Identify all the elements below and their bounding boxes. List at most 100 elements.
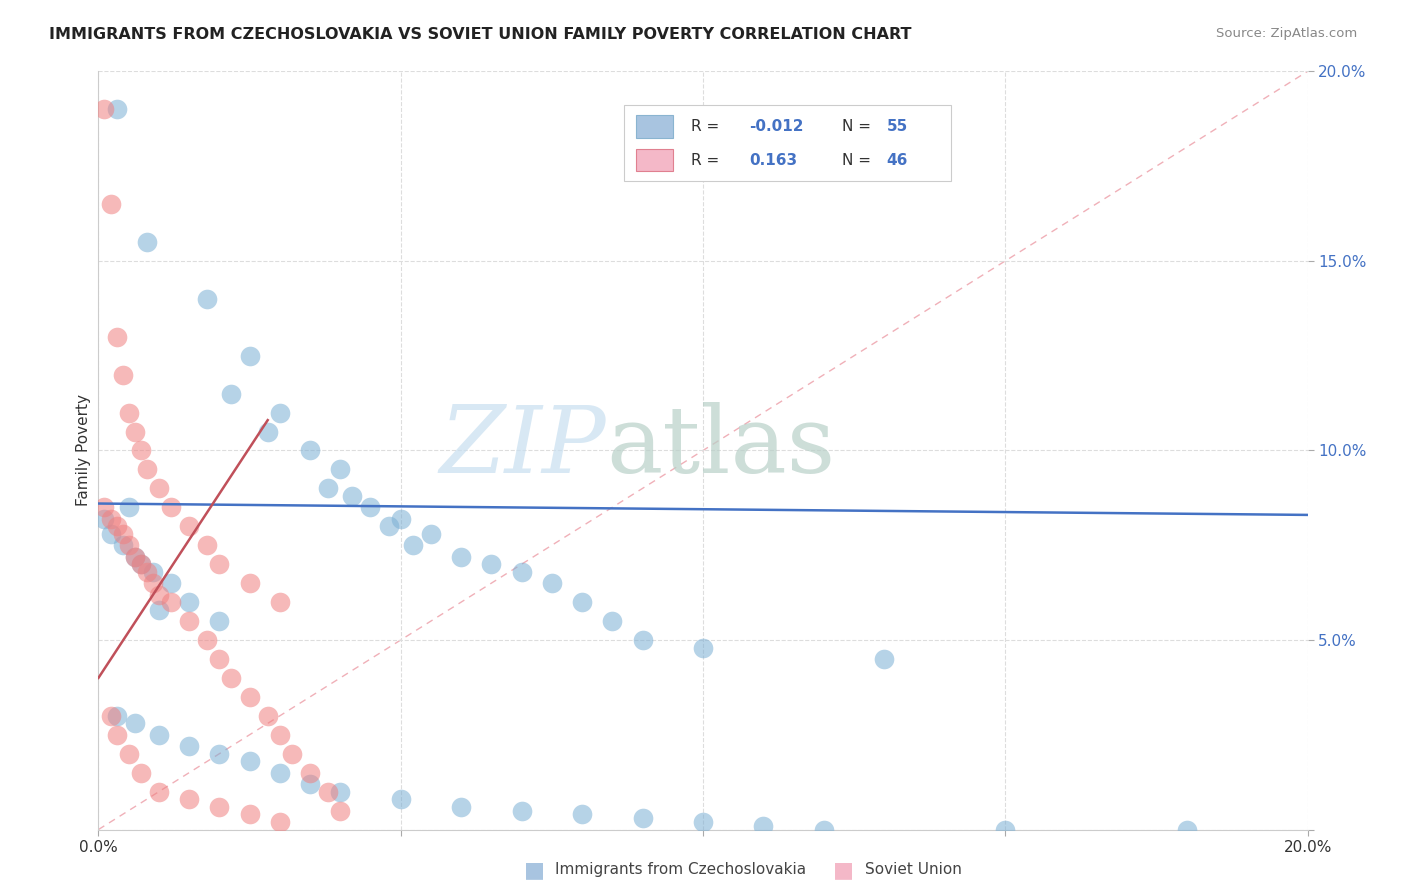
Point <box>450 800 472 814</box>
Text: N =: N = <box>842 153 876 168</box>
Point <box>239 690 262 704</box>
Point <box>342 489 364 503</box>
Text: 46: 46 <box>887 153 908 168</box>
Point <box>316 785 339 799</box>
Point <box>540 576 562 591</box>
Point <box>510 565 533 579</box>
Point <box>239 349 262 363</box>
Point <box>111 368 134 382</box>
Bar <box>637 149 672 171</box>
Point <box>299 765 322 780</box>
Point <box>124 549 146 564</box>
Point <box>692 640 714 655</box>
Point <box>105 708 128 723</box>
Point <box>93 103 115 117</box>
Point <box>873 652 896 666</box>
Point <box>124 716 146 731</box>
Text: 0.163: 0.163 <box>749 153 797 168</box>
Point <box>571 595 593 609</box>
Point <box>105 519 128 533</box>
Point <box>93 512 115 526</box>
Bar <box>637 115 672 138</box>
Point <box>148 603 170 617</box>
Point <box>179 739 201 753</box>
Point <box>148 482 170 496</box>
Point <box>692 815 714 830</box>
Point <box>602 614 624 628</box>
Point <box>100 512 122 526</box>
Point <box>179 792 201 806</box>
Point <box>195 292 218 306</box>
Point <box>420 526 443 541</box>
Point <box>221 671 243 685</box>
Point <box>129 557 152 572</box>
Point <box>111 538 134 552</box>
Point <box>129 443 152 458</box>
Point <box>124 425 146 439</box>
Point <box>148 728 170 742</box>
Text: IMMIGRANTS FROM CZECHOSLOVAKIA VS SOVIET UNION FAMILY POVERTY CORRELATION CHART: IMMIGRANTS FROM CZECHOSLOVAKIA VS SOVIET… <box>49 27 911 42</box>
Point <box>450 549 472 564</box>
Point <box>179 595 201 609</box>
Point <box>105 330 128 344</box>
Point <box>135 462 157 476</box>
Point <box>329 804 352 818</box>
FancyBboxPatch shape <box>624 105 950 181</box>
Point <box>239 576 262 591</box>
Point <box>118 538 141 552</box>
Point <box>148 588 170 602</box>
Point <box>481 557 503 572</box>
Point <box>994 822 1017 837</box>
Point <box>256 425 278 439</box>
Point <box>129 557 152 572</box>
Point <box>208 614 231 628</box>
Point <box>148 785 170 799</box>
Point <box>93 500 115 515</box>
Point <box>510 804 533 818</box>
Point <box>124 549 146 564</box>
Point <box>160 576 183 591</box>
Point <box>195 538 218 552</box>
Point <box>269 765 291 780</box>
Point <box>389 512 412 526</box>
Point <box>179 614 201 628</box>
Point <box>100 708 122 723</box>
Point <box>281 747 304 761</box>
Point <box>813 822 835 837</box>
Point <box>377 519 399 533</box>
Point <box>142 576 165 591</box>
Point <box>135 235 157 249</box>
Point <box>239 807 262 822</box>
Text: Soviet Union: Soviet Union <box>865 863 962 877</box>
Point <box>135 565 157 579</box>
Point <box>160 500 183 515</box>
Point <box>129 765 152 780</box>
Text: 55: 55 <box>887 120 908 134</box>
Point <box>208 557 231 572</box>
Point <box>631 811 654 825</box>
Point <box>195 633 218 648</box>
Point <box>118 406 141 420</box>
Point <box>100 526 122 541</box>
Point <box>299 777 322 791</box>
Point <box>1175 822 1198 837</box>
Point <box>221 386 243 401</box>
Point <box>329 785 352 799</box>
Text: N =: N = <box>842 120 876 134</box>
Point <box>118 500 141 515</box>
Point <box>111 526 134 541</box>
Point <box>316 482 339 496</box>
Text: ■: ■ <box>524 860 544 880</box>
Text: R =: R = <box>690 153 724 168</box>
Point <box>208 652 231 666</box>
Point <box>571 807 593 822</box>
Point <box>402 538 425 552</box>
Point <box>752 819 775 833</box>
Point <box>256 708 278 723</box>
Y-axis label: Family Poverty: Family Poverty <box>76 394 91 507</box>
Text: atlas: atlas <box>606 401 835 491</box>
Point <box>179 519 201 533</box>
Point <box>105 103 128 117</box>
Point <box>160 595 183 609</box>
Text: Immigrants from Czechoslovakia: Immigrants from Czechoslovakia <box>555 863 807 877</box>
